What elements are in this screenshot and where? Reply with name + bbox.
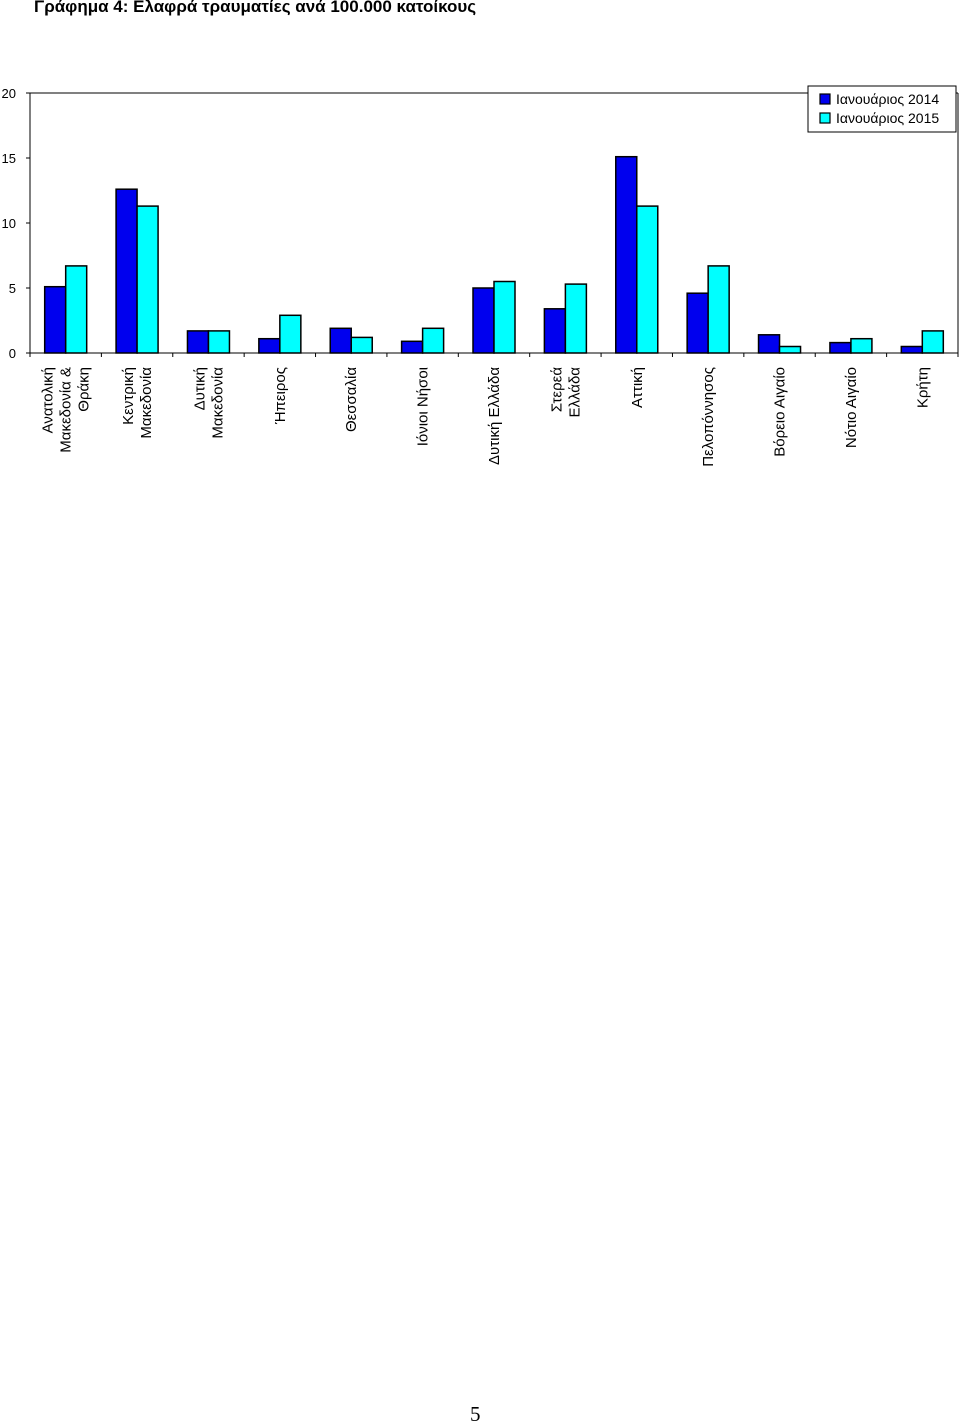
bar-2015 (207, 330, 231, 354)
bar-2014 (400, 340, 424, 354)
chart-title: Γράφημα 4: Ελαφρά τραυματίες ανά 100.000… (34, 0, 477, 16)
bar-2014 (757, 334, 781, 354)
x-tick-label: Θράκη (76, 367, 93, 412)
bar-2015 (279, 314, 302, 354)
bar-2015 (564, 283, 588, 354)
x-tick-label: Πελοπόννησος (700, 367, 717, 467)
bar-2015 (136, 205, 159, 354)
bar-2014 (829, 341, 852, 354)
x-tick-label: Βόρειο Αιγαίο (772, 367, 789, 457)
bar-2014 (115, 188, 138, 354)
bar-2015 (850, 337, 873, 354)
bar-2015 (64, 265, 88, 354)
legend-swatch (819, 93, 831, 105)
bar-2014 (472, 287, 495, 354)
legend-box (807, 85, 957, 133)
bar-2014 (329, 327, 352, 354)
x-tick-label: Μακεδονία & (58, 367, 75, 453)
x-tick-label: Ελλάδα (566, 367, 583, 418)
x-tick-label: Μακεδονία (209, 367, 226, 439)
x-tick-label: Κεντρική (120, 367, 137, 425)
bar-2015 (350, 336, 373, 354)
x-tick-label: Κρήτη (914, 367, 931, 408)
x-tick-labels: Ανατολική Μακεδονία & Θράκη Κεντρική Μακεδον… (40, 367, 932, 467)
legend-label: Ιανουάριος 2014 (836, 91, 939, 107)
bar-2015 (778, 345, 802, 354)
x-tick-label: Ήπειρος (272, 367, 289, 425)
legend-label: Ιανουάριος 2015 (836, 110, 939, 126)
bar-2014 (900, 345, 924, 354)
bar-2015 (707, 265, 730, 354)
bar-2014 (686, 292, 709, 354)
bar-2015 (921, 330, 945, 354)
y-tick-label: 10 (2, 216, 16, 231)
legend-swatch (819, 112, 831, 124)
x-tick-label: Στερεά (548, 367, 565, 412)
bar-2015 (421, 327, 445, 354)
y-tick-label: 5 (9, 281, 16, 296)
x-tick-label: Θεσσαλία (343, 367, 360, 432)
x-tick-label: Δυτική Ελλάδα (486, 367, 503, 465)
bars (43, 155, 945, 354)
x-tick-label: Δυτική (191, 367, 208, 410)
bar-2014 (258, 337, 281, 354)
x-tick-label: Μακεδονία (138, 367, 155, 439)
legend: Ιανουάριος 2014 Ιανουάριος 2015 (807, 85, 957, 133)
bar-2014 (43, 285, 67, 354)
page-number: 5 (470, 1402, 481, 1426)
bar-2015 (636, 205, 659, 354)
bar-2014 (615, 155, 638, 354)
y-tick-label: 20 (2, 86, 16, 101)
x-tick-label: Αττική (629, 367, 646, 408)
x-tick-label: Ιόνιοι Νήσοι (415, 367, 432, 446)
bar-2014 (186, 330, 210, 354)
bar-2014 (543, 308, 567, 354)
bar-chart: 0 5 10 15 20 Ανατολική Μακεδονία & Θράκη Κεντρι… (2, 85, 959, 467)
x-tick-label: Ανατολική (40, 367, 57, 433)
bar-2015 (493, 280, 516, 354)
x-tick-label: Νότιο Αιγαίο (843, 367, 860, 448)
y-tick-label: 0 (9, 346, 16, 361)
y-tick-label: 15 (2, 151, 16, 166)
